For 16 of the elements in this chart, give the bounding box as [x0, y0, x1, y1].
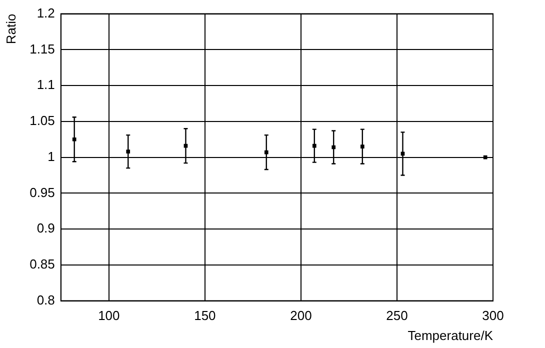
y-tick-label: 0.8: [36, 292, 55, 308]
x-tick-label: 250: [386, 308, 408, 324]
x-axis-title: Temperature/K: [408, 328, 494, 343]
x-tick-label: 200: [290, 308, 312, 324]
y-axis-title: Ratio: [3, 14, 18, 44]
y-tick-label: 1.05: [30, 113, 55, 128]
y-tick-label: 0.95: [30, 184, 55, 200]
x-tick-label: 150: [194, 308, 216, 324]
y-tick-label: 0.9: [36, 220, 55, 236]
y-tick-label: 1.2: [36, 5, 55, 20]
y-tick-label: 1.1: [36, 77, 55, 92]
y-tick-label: 1: [48, 148, 55, 164]
x-tick-label: 100: [98, 308, 120, 324]
y-tick-label: 0.85: [30, 256, 55, 272]
y-tick-label: 1.15: [30, 41, 55, 56]
x-tick-label: 300: [482, 308, 504, 324]
